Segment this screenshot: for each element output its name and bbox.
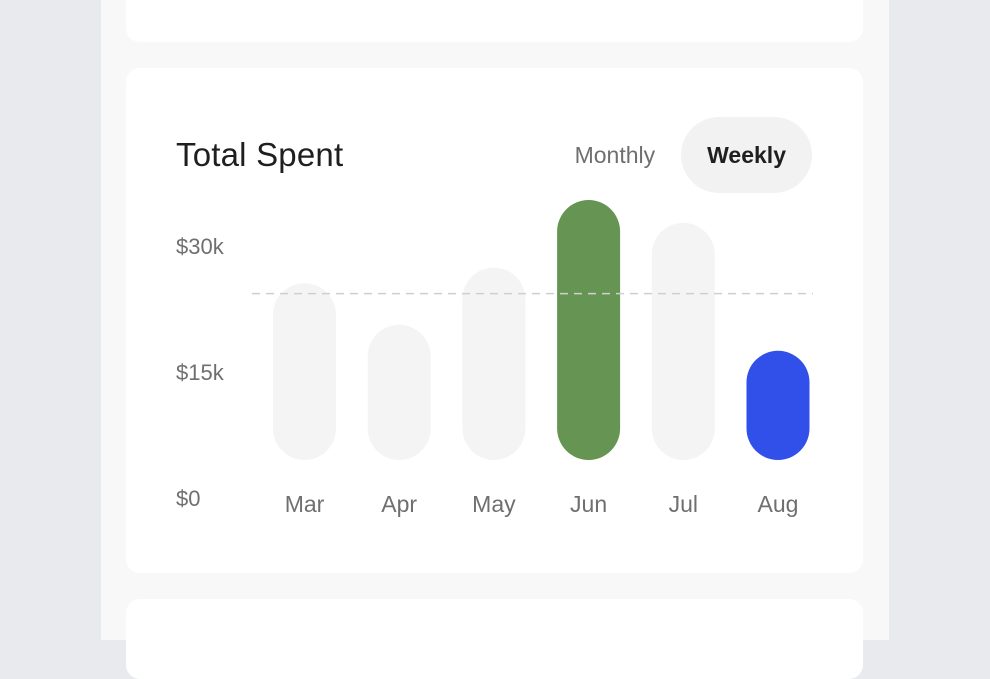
y-tick-label: $30k	[176, 234, 224, 259]
toggle-monthly[interactable]: Monthly	[574, 142, 656, 168]
next-card	[126, 599, 863, 679]
period-toggle: Monthly Weekly	[549, 117, 812, 193]
previous-card	[126, 0, 863, 42]
x-tick-label: May	[472, 491, 516, 517]
y-tick-label: $0	[176, 486, 201, 511]
card-title: Total Spent	[176, 136, 344, 173]
bar-aug[interactable]	[746, 350, 810, 460]
bar-jun[interactable]	[557, 200, 621, 460]
x-tick-label: Mar	[285, 491, 325, 517]
bar-mar[interactable]	[273, 283, 336, 460]
x-tick-label: Jun	[570, 491, 607, 517]
x-tick-label: Aug	[758, 491, 799, 517]
bar-jul[interactable]	[651, 222, 715, 460]
bar-may[interactable]	[462, 267, 526, 460]
total-spent-card: Total Spent Monthly Weekly $30k $15k $0 …	[126, 68, 863, 573]
x-tick-label: Apr	[381, 491, 417, 517]
x-tick-label: Jul	[669, 491, 698, 517]
spending-bar-chart: Mar Apr May Jun Jul Aug	[252, 200, 813, 517]
toggle-weekly[interactable]: Weekly	[681, 117, 812, 193]
bar-apr[interactable]	[367, 324, 431, 460]
y-tick-label: $15k	[176, 360, 224, 385]
